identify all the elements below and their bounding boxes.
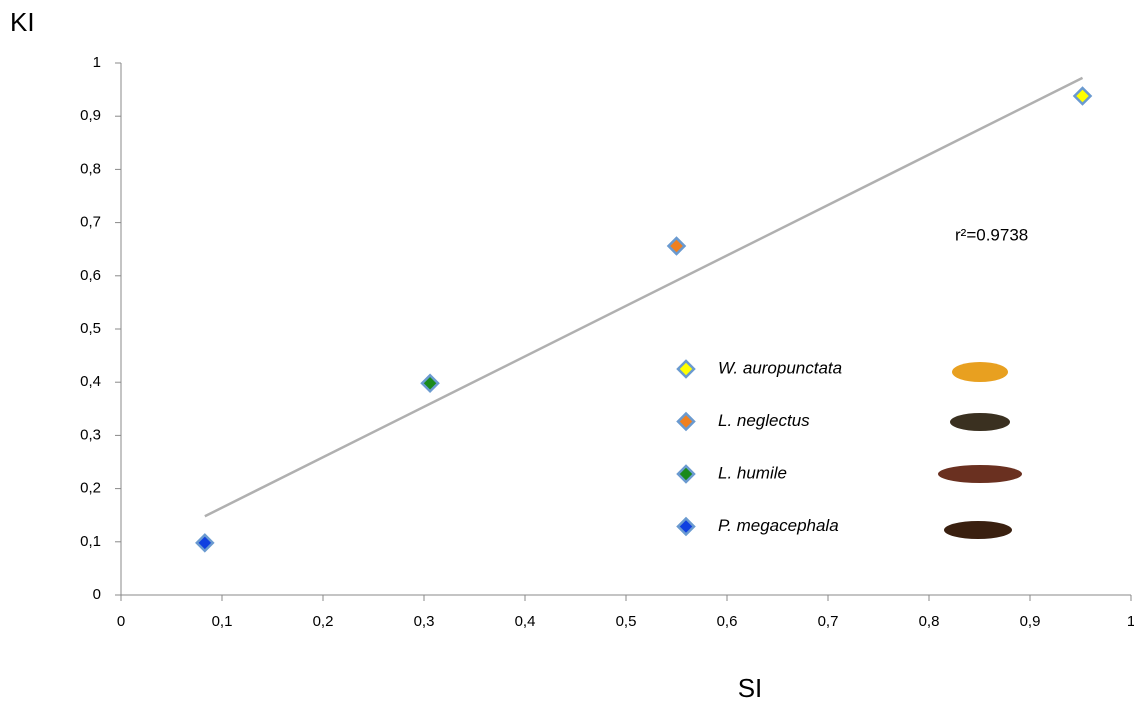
y-tick-label: 0,7 <box>80 214 101 231</box>
y-tick-label: 0,8 <box>80 160 101 177</box>
ant-picture <box>938 465 1022 483</box>
y-tick-label: 1 <box>93 54 101 71</box>
x-tick-label: 0,4 <box>515 613 536 630</box>
y-tick-label: 0 <box>93 586 101 603</box>
y-tick-label: 0,1 <box>80 533 101 550</box>
point <box>1072 86 1093 106</box>
annotation: r²=0.9738 <box>955 225 1028 244</box>
x-tick-label: 0,9 <box>1020 613 1041 630</box>
ant-picture <box>944 521 1012 539</box>
trendline <box>204 76 1084 518</box>
x-tick-label: 0,3 <box>414 613 435 630</box>
legend-marker <box>676 464 696 484</box>
ant-pictures <box>938 362 1022 539</box>
x-tick-label: 0,5 <box>616 613 637 630</box>
y-axis-title: KI <box>10 7 35 37</box>
y-tick-label: 0,3 <box>80 426 101 443</box>
y-tick-label: 0,9 <box>80 107 101 124</box>
ant-picture <box>950 413 1010 431</box>
y-tick-label: 0,5 <box>80 320 101 337</box>
x-tick-label: 1 <box>1127 613 1134 630</box>
x-tick-label: 0,8 <box>919 613 940 630</box>
legend-marker <box>676 359 696 379</box>
x-axis-title: SI <box>738 673 763 703</box>
point <box>666 236 687 256</box>
y-tick-label: 0,6 <box>80 267 101 284</box>
legend-label: L. neglectus <box>718 411 810 430</box>
x-tick-label: 0,6 <box>717 613 738 630</box>
legend-label: W. auropunctata <box>718 358 842 377</box>
point <box>195 533 215 553</box>
y-tick-label: 0,2 <box>80 480 101 497</box>
x-tick-label: 0,1 <box>212 613 233 630</box>
x-tick-label: 0,7 <box>818 613 839 630</box>
x-tick-label: 0 <box>117 613 125 630</box>
legend-label: P. megacephala <box>718 516 839 535</box>
point <box>420 373 440 394</box>
legend-marker <box>676 411 696 432</box>
y-tick-label: 0,4 <box>80 373 101 390</box>
legend-label: L. humile <box>718 463 787 482</box>
x-tick-label: 0,2 <box>313 613 334 630</box>
legend-marker <box>676 516 696 537</box>
ant-picture <box>952 362 1008 382</box>
